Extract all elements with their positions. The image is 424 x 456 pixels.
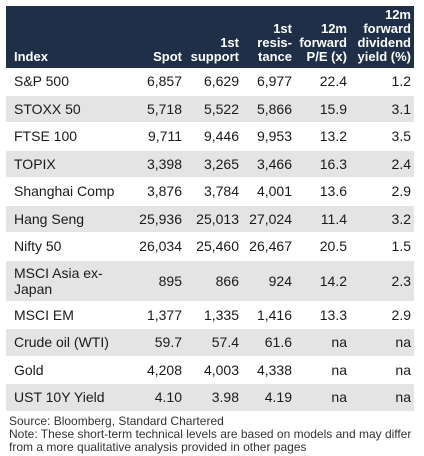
support-cell: 3.98: [185, 383, 242, 412]
pe-cell: 13.6: [295, 177, 350, 206]
dividend-yield-cell: na: [350, 383, 414, 412]
dividend-yield-cell: 2.3: [350, 260, 414, 302]
spot-cell: 4.10: [130, 383, 185, 412]
column-header-resistance: 1st resis-tance: [242, 6, 295, 68]
pe-cell: 13.2: [295, 122, 350, 151]
spot-cell: 26,034: [130, 232, 185, 261]
table-row: TOPIX 3,398 3,265 3,466 16.3 2.4: [6, 150, 414, 178]
pe-cell: 20.5: [295, 232, 350, 261]
column-header-pe: 12m forward P/E (x): [295, 6, 350, 68]
support-cell: 57.4: [185, 328, 242, 357]
support-cell: 3,784: [185, 177, 242, 206]
column-header-index: Index: [6, 6, 130, 68]
spot-cell: 9,711: [130, 122, 185, 151]
spot-cell: 1,377: [130, 301, 185, 329]
resistance-cell: 4,338: [242, 356, 295, 384]
support-cell: 3,265: [185, 150, 242, 178]
index-name-cell: S&P 500: [6, 68, 130, 96]
support-cell: 25,460: [185, 232, 242, 261]
dividend-yield-cell: 2.4: [350, 150, 414, 178]
index-name-cell: STOXX 50: [6, 95, 130, 123]
disclaimer-note: Note: These short-term technical levels …: [9, 426, 412, 454]
dividend-yield-cell: 3.5: [350, 122, 414, 151]
technical-levels-panel: Index Spot 1st support 1st resis-tance 1…: [6, 6, 414, 454]
source-note: Source: Bloomberg, Standard Chartered: [9, 413, 224, 428]
index-name-cell: UST 10Y Yield: [6, 383, 130, 412]
pe-cell: na: [295, 328, 350, 357]
resistance-cell: 26,467: [242, 232, 295, 261]
support-cell: 5,522: [185, 95, 242, 123]
resistance-cell: 61.6: [242, 328, 295, 357]
support-cell: 6,629: [185, 68, 242, 96]
spot-cell: 5,718: [130, 95, 185, 123]
resistance-cell: 1,416: [242, 301, 295, 329]
spot-cell: 3,398: [130, 150, 185, 178]
pe-cell: 14.2: [295, 260, 350, 302]
spot-cell: 25,936: [130, 205, 185, 233]
index-name-cell: Nifty 50: [6, 232, 130, 261]
index-name-cell: Hang Seng: [6, 205, 130, 233]
table-row: Gold 4,208 4,003 4,338 na na: [6, 356, 414, 384]
spot-cell: 3,876: [130, 177, 185, 206]
support-cell: 1,335: [185, 301, 242, 329]
dividend-yield-cell: 3.1: [350, 95, 414, 123]
spot-cell: 895: [130, 260, 185, 302]
table-row: MSCI Asia ex-Japan 895 866 924 14.2 2.3: [6, 260, 414, 302]
dividend-yield-cell: na: [350, 328, 414, 357]
index-name-cell: Shanghai Comp: [6, 177, 130, 206]
resistance-cell: 3,466: [242, 150, 295, 178]
pe-cell: 13.3: [295, 301, 350, 329]
resistance-cell: 924: [242, 260, 295, 302]
dividend-yield-cell: 1.5: [350, 232, 414, 261]
table-row: Hang Seng 25,936 25,013 27,024 11.4 3.2: [6, 205, 414, 233]
index-name-cell: Crude oil (WTI): [6, 328, 130, 357]
resistance-cell: 6,977: [242, 68, 295, 96]
table-row: Nifty 50 26,034 25,460 26,467 20.5 1.5: [6, 232, 414, 261]
index-name-cell: FTSE 100: [6, 122, 130, 151]
resistance-cell: 4,001: [242, 177, 295, 206]
pe-cell: 16.3: [295, 150, 350, 178]
pe-cell: 15.9: [295, 95, 350, 123]
table-footer: Source: Bloomberg, Standard Chartered No…: [6, 413, 414, 454]
technical-levels-table: Index Spot 1st support 1st resis-tance 1…: [6, 6, 414, 412]
support-cell: 866: [185, 260, 242, 302]
index-name-cell: MSCI Asia ex-Japan: [6, 260, 130, 302]
table-header-row: Index Spot 1st support 1st resis-tance 1…: [6, 6, 414, 68]
support-cell: 25,013: [185, 205, 242, 233]
pe-cell: na: [295, 356, 350, 384]
table-row: Shanghai Comp 3,876 3,784 4,001 13.6 2.9: [6, 177, 414, 206]
resistance-cell: 5,866: [242, 95, 295, 123]
spot-cell: 59.7: [130, 328, 185, 357]
resistance-cell: 9,953: [242, 122, 295, 151]
column-header-spot: Spot: [130, 6, 185, 68]
resistance-cell: 27,024: [242, 205, 295, 233]
table-row: MSCI EM 1,377 1,335 1,416 13.3 2.9: [6, 301, 414, 329]
dividend-yield-cell: 2.9: [350, 301, 414, 329]
table-row: UST 10Y Yield 4.10 3.98 4.19 na na: [6, 383, 414, 412]
column-header-dividend-yield: 12m forward dividend yield (%): [350, 6, 414, 68]
column-header-support: 1st support: [185, 6, 242, 68]
dividend-yield-cell: 3.2: [350, 205, 414, 233]
support-cell: 4,003: [185, 356, 242, 384]
pe-cell: na: [295, 383, 350, 412]
spot-cell: 6,857: [130, 68, 185, 96]
index-name-cell: MSCI EM: [6, 301, 130, 329]
dividend-yield-cell: 2.9: [350, 177, 414, 206]
table-row: STOXX 50 5,718 5,522 5,866 15.9 3.1: [6, 95, 414, 123]
spot-cell: 4,208: [130, 356, 185, 384]
table-row: FTSE 100 9,711 9,446 9,953 13.2 3.5: [6, 122, 414, 151]
table-row: Crude oil (WTI) 59.7 57.4 61.6 na na: [6, 328, 414, 357]
index-name-cell: TOPIX: [6, 150, 130, 178]
dividend-yield-cell: na: [350, 356, 414, 384]
dividend-yield-cell: 1.2: [350, 68, 414, 96]
index-name-cell: Gold: [6, 356, 130, 384]
resistance-cell: 4.19: [242, 383, 295, 412]
table-row: S&P 500 6,857 6,629 6,977 22.4 1.2: [6, 68, 414, 96]
pe-cell: 11.4: [295, 205, 350, 233]
support-cell: 9,446: [185, 122, 242, 151]
pe-cell: 22.4: [295, 68, 350, 96]
